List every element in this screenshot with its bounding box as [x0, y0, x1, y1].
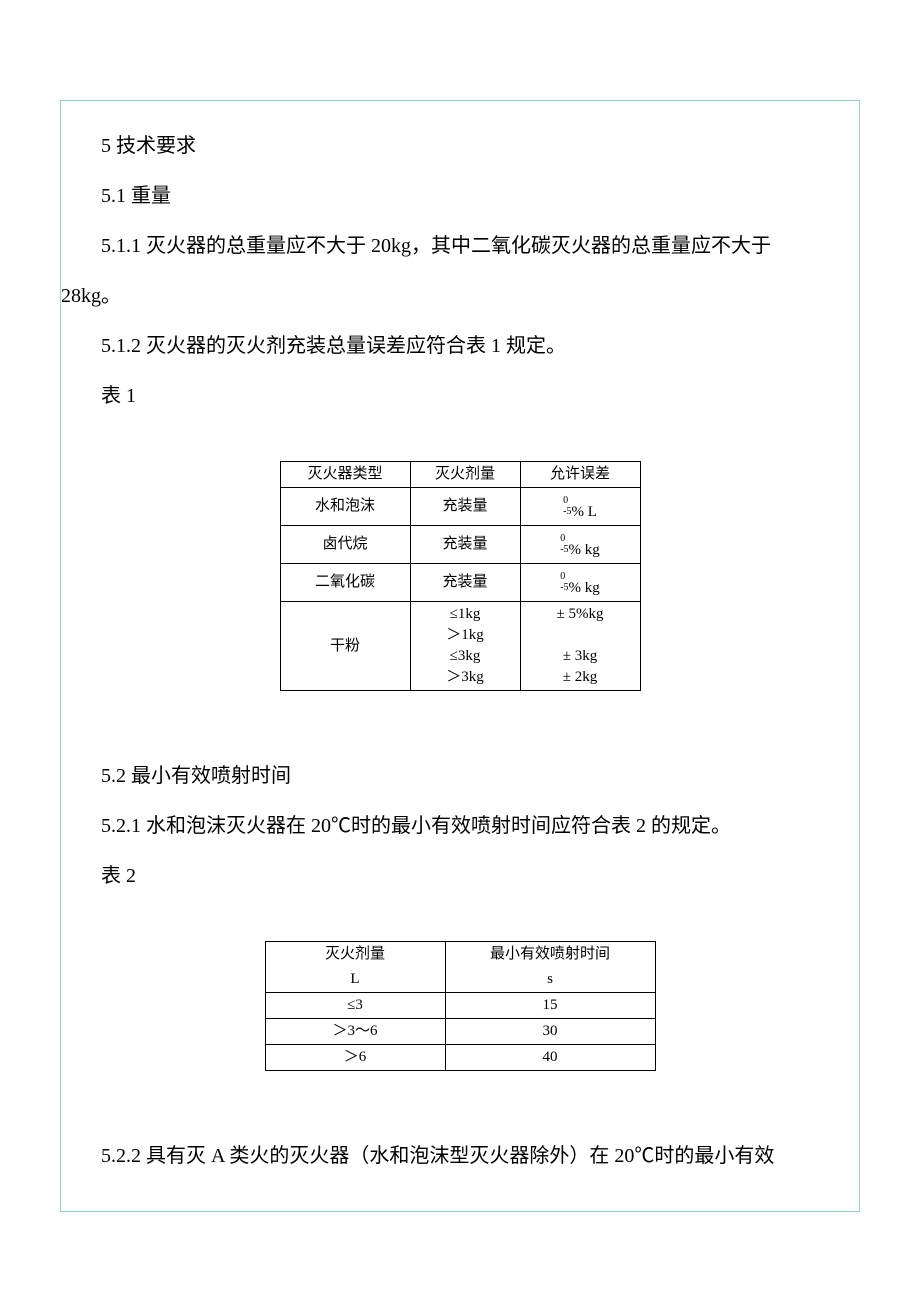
t1-r4-t4: ± 2kg: [563, 669, 597, 685]
content-frame: 5 技术要求 5.1 重量 5.1.1 灭火器的总重量应不大于 20kg，其中二…: [60, 100, 860, 1212]
para-5-1-1-line2: 28kg。: [61, 271, 859, 321]
t1-r1-tol-top: 0: [563, 495, 568, 506]
table-2: 灭火剂量 最小有效喷射时间 L s ≤3 15 ＞3～6 30 ＞6 40: [265, 941, 656, 1071]
t2-r1-amount: ≤3: [265, 993, 445, 1019]
t1-r4-tols: ± 5%kg ± 3kg ± 2kg: [520, 602, 640, 691]
t1-r4-amounts: ≤1kg ＞1kg ≤3kg ＞3kg: [410, 602, 520, 691]
t1-r3-tol-top: 0: [560, 571, 565, 582]
t2-r2-amount: ＞3～6: [265, 1019, 445, 1045]
table-1-row-powder: 干粉 ≤1kg ＞1kg ≤3kg ＞3kg ± 5%kg ± 3kg ± 2k…: [280, 602, 640, 691]
t1-r2-tol: 0 -5 % kg: [520, 526, 640, 564]
t1-r3-tol-bot: -5: [560, 582, 568, 593]
t1-r4-type: 干粉: [280, 602, 410, 691]
t2-r3-time: 40: [445, 1045, 655, 1071]
section-5-heading: 5 技术要求: [61, 121, 859, 171]
t1-r1-unit: % L: [571, 504, 596, 520]
t2-h2-time-unit: s: [445, 967, 655, 993]
table-2-row-2: ＞3～6 30: [265, 1019, 655, 1045]
table-2-wrap: 灭火剂量 最小有效喷射时间 L s ≤3 15 ＞3～6 30 ＞6 40: [61, 941, 859, 1071]
t1-h-tol: 允许误差: [520, 462, 640, 488]
t1-r3-unit: % kg: [569, 580, 600, 596]
t1-h-amount: 灭火剂量: [410, 462, 520, 488]
t1-r2-unit: % kg: [569, 542, 600, 558]
table-2-header-row-1: 灭火剂量 最小有效喷射时间: [265, 942, 655, 968]
t1-r2-tol-bot: -5: [560, 544, 568, 555]
t2-h2-amount-unit: L: [265, 967, 445, 993]
t1-r4-a1: ≤1kg: [450, 606, 481, 622]
t1-r4-t1: ± 5%kg: [557, 606, 604, 622]
para-5-1-1-line1: 5.1.1 灭火器的总重量应不大于 20kg，其中二氧化碳灭火器的总重量应不大于: [61, 221, 859, 271]
table-1-row-halon: 卤代烷 充装量 0 -5 % kg: [280, 526, 640, 564]
section-5-1-heading: 5.1 重量: [61, 171, 859, 221]
table-2-header-row-2: L s: [265, 967, 655, 993]
t2-r3-amount: ＞6: [265, 1045, 445, 1071]
t1-r1-tol-bot: -5: [563, 506, 571, 517]
table-2-label: 表 2: [61, 851, 859, 901]
t1-r4-t3: ± 3kg: [563, 648, 597, 664]
table-1-label: 表 1: [61, 371, 859, 421]
t1-r3-type: 二氧化碳: [280, 564, 410, 602]
section-5-2-heading: 5.2 最小有效喷射时间: [61, 751, 859, 801]
para-5-2-2: 5.2.2 具有灭 A 类火的灭火器（水和泡沫型灭火器除外）在 20℃时的最小有…: [61, 1131, 859, 1181]
table-2-row-3: ＞6 40: [265, 1045, 655, 1071]
t2-r2-time: 30: [445, 1019, 655, 1045]
table-1: 灭火器类型 灭火剂量 允许误差 水和泡沫 充装量 0 -5 % L 卤代烷 充装…: [280, 461, 641, 691]
para-5-1-2: 5.1.2 灭火器的灭火剂充装总量误差应符合表 1 规定。: [61, 321, 859, 371]
t1-r4-a4: ＞3kg: [446, 669, 484, 685]
t1-r4-a3: ≤3kg: [450, 648, 481, 664]
table-1-row-water-foam: 水和泡沫 充装量 0 -5 % L: [280, 488, 640, 526]
table-2-row-1: ≤3 15: [265, 993, 655, 1019]
t1-r2-tol-top: 0: [560, 533, 565, 544]
para-5-2-1: 5.2.1 水和泡沫灭火器在 20℃时的最小有效喷射时间应符合表 2 的规定。: [61, 801, 859, 851]
t1-r1-amount: 充装量: [410, 488, 520, 526]
t2-h1-time: 最小有效喷射时间: [445, 942, 655, 968]
t2-h1-amount: 灭火剂量: [265, 942, 445, 968]
t1-h-type: 灭火器类型: [280, 462, 410, 488]
t1-r3-tol: 0 -5 % kg: [520, 564, 640, 602]
t1-r4-t2: [578, 627, 582, 643]
table-1-wrap: 灭火器类型 灭火剂量 允许误差 水和泡沫 充装量 0 -5 % L 卤代烷 充装…: [61, 461, 859, 691]
t1-r4-a2: ＞1kg: [446, 627, 484, 643]
t1-r2-amount: 充装量: [410, 526, 520, 564]
t1-r1-tol: 0 -5 % L: [520, 488, 640, 526]
t1-r2-type: 卤代烷: [280, 526, 410, 564]
table-1-header-row: 灭火器类型 灭火剂量 允许误差: [280, 462, 640, 488]
t1-r3-amount: 充装量: [410, 564, 520, 602]
table-1-row-co2: 二氧化碳 充装量 0 -5 % kg: [280, 564, 640, 602]
t2-r1-time: 15: [445, 993, 655, 1019]
t1-r1-type: 水和泡沫: [280, 488, 410, 526]
